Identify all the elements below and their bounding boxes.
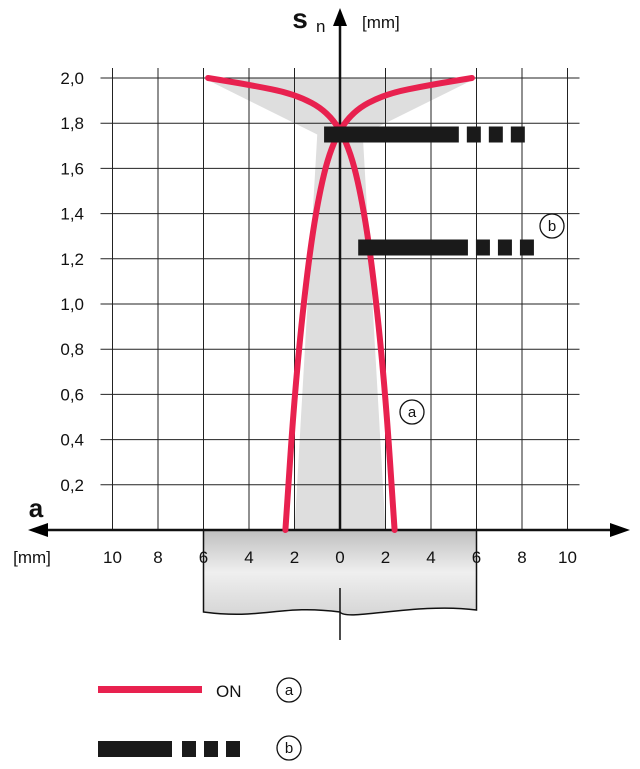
callout-b-letter: b — [548, 218, 556, 235]
y-tick-label: 1,4 — [60, 205, 84, 224]
x-tick-label: 4 — [244, 548, 253, 567]
x-tick-label: 2 — [381, 548, 390, 567]
x-tick-label: 4 — [426, 548, 435, 567]
legend-b-swatch-dash — [182, 741, 196, 757]
callout-b-circle — [539, 213, 565, 239]
y-axis-subscript: n — [316, 17, 325, 36]
y-tick-label: 1,8 — [60, 114, 84, 133]
series-layer — [205, 75, 534, 533]
series-b-line-1-dash — [466, 126, 481, 143]
axes-layer — [28, 8, 630, 537]
callout-a-letter: a — [408, 404, 417, 421]
y-tick-label: 2,0 — [60, 69, 84, 88]
x-tick-label: 8 — [153, 548, 162, 567]
y-tick-label: 1,0 — [60, 295, 84, 314]
series-b-line-2-dash — [497, 239, 512, 256]
labels-layer: 0,2 0,4 0,6 0,8 1,0 1,2 1,4 1,6 1,8 2,0 10 8 6 4 2 0 2 4 6… — [13, 3, 577, 567]
legend-b-marker-circle — [276, 735, 302, 761]
callout-a-circle — [399, 399, 425, 425]
x-tick-label: 6 — [472, 548, 481, 567]
x-tick-label: 10 — [558, 548, 577, 567]
y-axis-arrow — [333, 8, 347, 26]
y-tick-label: 0,4 — [60, 431, 84, 450]
series-b-line-1-solid — [324, 126, 459, 143]
series-b-line-2-solid — [358, 239, 468, 256]
y-tick-label: 0,8 — [60, 340, 84, 359]
y-axis-unit: [mm] — [362, 13, 400, 32]
legend-a-marker-circle — [276, 677, 302, 703]
x-axis-arrow-right — [610, 523, 630, 537]
y-tick-label: 0,2 — [60, 476, 84, 495]
legend-a-swatch — [98, 686, 202, 693]
y-tick-label: 1,6 — [60, 159, 84, 178]
legend-b-swatch-solid — [98, 741, 172, 757]
x-tick-label: 10 — [103, 548, 122, 567]
legend-b-swatch-dash — [204, 741, 218, 757]
legend-a-label: ON — [216, 682, 242, 701]
series-b-line-1-dash — [488, 126, 503, 143]
y-tick-label: 1,2 — [60, 250, 84, 269]
series-a-left-curve — [282, 75, 475, 533]
series-b-line-2-dash — [475, 239, 490, 256]
x-tick-label: 6 — [199, 548, 208, 567]
x-axis-unit: [mm] — [13, 548, 51, 567]
legend-b-swatch-dash — [226, 741, 240, 757]
legend-a-marker-letter: a — [285, 682, 294, 699]
sensor-body-layer — [202, 529, 478, 640]
x-axis-arrow-left — [28, 523, 48, 537]
series-b-line-2-dash — [519, 239, 534, 256]
x-tick-label: 2 — [290, 548, 299, 567]
x-tick-label: 0 — [335, 548, 344, 567]
x-axis-symbol: a — [29, 493, 44, 523]
legend-layer: ON a b — [98, 677, 302, 761]
x-tick-label: 8 — [517, 548, 526, 567]
series-a-right-curve — [205, 75, 398, 533]
y-tick-label: 0,6 — [60, 385, 84, 404]
series-b-line-1-dash — [510, 126, 525, 143]
legend-b-marker-letter: b — [285, 740, 293, 757]
y-axis-symbol: s — [292, 3, 308, 34]
